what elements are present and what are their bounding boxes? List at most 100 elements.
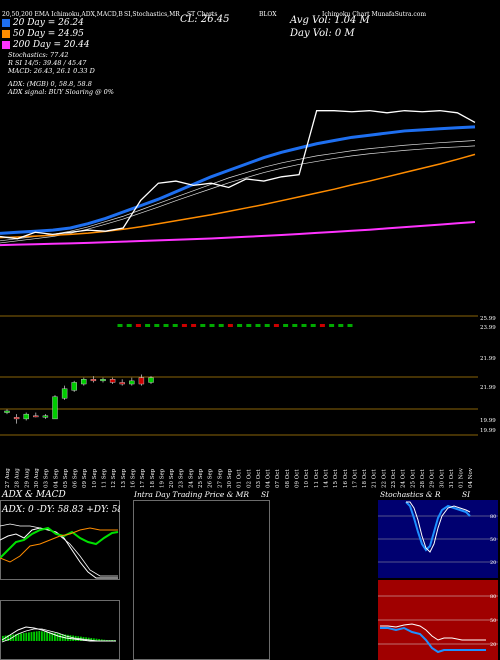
macd-bar	[28, 632, 30, 641]
ytick-4: 19.99	[480, 418, 496, 424]
candle	[13, 417, 20, 420]
stoch-si-label: SI	[462, 490, 471, 499]
macd-bar	[7, 635, 9, 641]
date-label: 29 Oct	[430, 469, 436, 488]
adx-green-line	[0, 526, 119, 559]
stoch-blue-line	[405, 501, 471, 552]
date-label: 17 Sep	[140, 468, 146, 488]
date-label: 28 Aug	[15, 468, 21, 488]
date-label: 02 Oct	[246, 469, 252, 488]
volume-marker	[347, 324, 353, 327]
legend-ema200-text: 200 Day = 20.44	[12, 40, 90, 50]
date-label: 26 Sep	[208, 468, 214, 488]
volume-marker	[264, 324, 270, 327]
candle	[52, 396, 58, 420]
macd-bar	[22, 633, 25, 641]
volume-marker	[126, 324, 132, 327]
volume-marker	[163, 324, 169, 327]
rsi-white-line	[380, 623, 486, 641]
candle	[4, 410, 10, 413]
legend-ema50-swatch	[2, 29, 10, 38]
legend-ema20-swatch	[2, 18, 10, 27]
date-label: 30 Oct	[439, 469, 445, 488]
date-label: 19 Sep	[159, 468, 165, 488]
date-label: 10 Sep	[92, 468, 98, 488]
macd-bar	[87, 637, 90, 641]
legend-ema50: 50 Day = 24.95	[2, 29, 84, 39]
date-label: 25 Oct	[410, 469, 416, 488]
date-label: 01 Nov	[459, 467, 465, 488]
legend-ema200-swatch	[2, 40, 10, 49]
ytick-1: 23.99	[480, 325, 496, 331]
candle	[119, 382, 125, 385]
stoch-white-line	[406, 501, 471, 553]
date-label: 16 Sep	[130, 468, 136, 488]
macd-bar	[51, 632, 54, 641]
candle	[81, 379, 87, 385]
candle-chart: 25.99 23.99 21.99 21.99 19.99 19.99 27 A…	[0, 315, 496, 488]
macd-bar	[17, 633, 20, 641]
macd-signal-line	[1, 628, 116, 643]
date-label: 30 Sep	[227, 468, 233, 488]
macd-bar	[2, 635, 4, 641]
macd-bar	[30, 632, 33, 641]
volume-marker	[329, 324, 335, 327]
date-label: 24 Oct	[401, 469, 407, 488]
macd-bar	[9, 634, 12, 641]
tag-symbol: BLOX	[259, 11, 277, 18]
volume-marker	[218, 324, 224, 327]
volume-marker	[135, 324, 141, 327]
candle	[148, 377, 154, 383]
date-label: 09 Oct	[295, 469, 301, 488]
volume-marker	[172, 324, 178, 327]
volume-marker	[283, 324, 289, 327]
volume-marker	[310, 324, 316, 327]
date-label: 04 Oct	[266, 469, 272, 488]
legend-ema20-text: 20 Day = 26.24	[12, 18, 84, 28]
day-volume: Day Vol: 0 M	[290, 28, 355, 39]
volume-marker	[181, 324, 187, 327]
date-label: 31 Oct	[449, 469, 455, 488]
macd-bar	[103, 639, 106, 641]
legend-ema50-text: 50 Day = 24.95	[12, 29, 84, 39]
header-tags: 20,50,200 EMA Ichimoku,ADX,MACD,B SI,Sto…	[2, 11, 498, 19]
volume-strip	[117, 324, 353, 327]
macd-bar	[54, 633, 56, 641]
stoch-tick-50: 50	[490, 537, 496, 543]
adx-orange-line	[0, 527, 118, 563]
macd-bar	[59, 633, 61, 641]
date-label: 17 Oct	[352, 469, 358, 488]
tag-site: Ichimoku Chart MunafaSutra.com	[322, 11, 427, 18]
date-label: 20 Sep	[169, 468, 175, 488]
macd-bar	[33, 631, 35, 641]
date-label: 27 Sep	[217, 468, 223, 488]
legend-ema20: 20 Day = 26.24	[2, 18, 84, 28]
volume-marker	[154, 324, 160, 327]
date-label: 01 Oct	[237, 469, 243, 488]
macd-bar	[15, 634, 17, 641]
date-label: 11 Sep	[102, 468, 108, 488]
volume-marker	[227, 324, 233, 327]
ytick-5: 19.99	[480, 428, 496, 434]
adx-values: ADX: 0 -DY: 58.83 +DY: 58.33	[1, 505, 120, 515]
intraday-panel	[133, 500, 270, 660]
rsi-blue-line	[380, 626, 486, 654]
tag-st: ST Charts	[187, 11, 218, 18]
volume-marker	[209, 324, 215, 327]
volume-marker	[237, 324, 243, 327]
stat-macd: MACD: 26.43, 26.1 0.33 D	[8, 67, 95, 75]
price-line	[0, 110, 476, 240]
ema-layer	[0, 110, 476, 247]
date-label: 29 Aug	[24, 468, 30, 488]
ema-envelope-line	[0, 140, 476, 242]
date-label: 24 Sep	[188, 468, 194, 488]
date-label: 09 Sep	[82, 468, 88, 488]
macd-bar	[100, 639, 103, 641]
candle	[100, 379, 106, 382]
ema-chart	[0, 110, 476, 247]
intraday-frame	[133, 500, 270, 660]
ytick-2: 21.99	[480, 356, 496, 362]
rsi-tick-80: 80	[490, 594, 496, 600]
stat-adx: ADX: (MGB) 0, 58.8, 58.8	[8, 80, 92, 88]
stoch-panel: 80 50 20 80 50 20	[378, 500, 498, 660]
